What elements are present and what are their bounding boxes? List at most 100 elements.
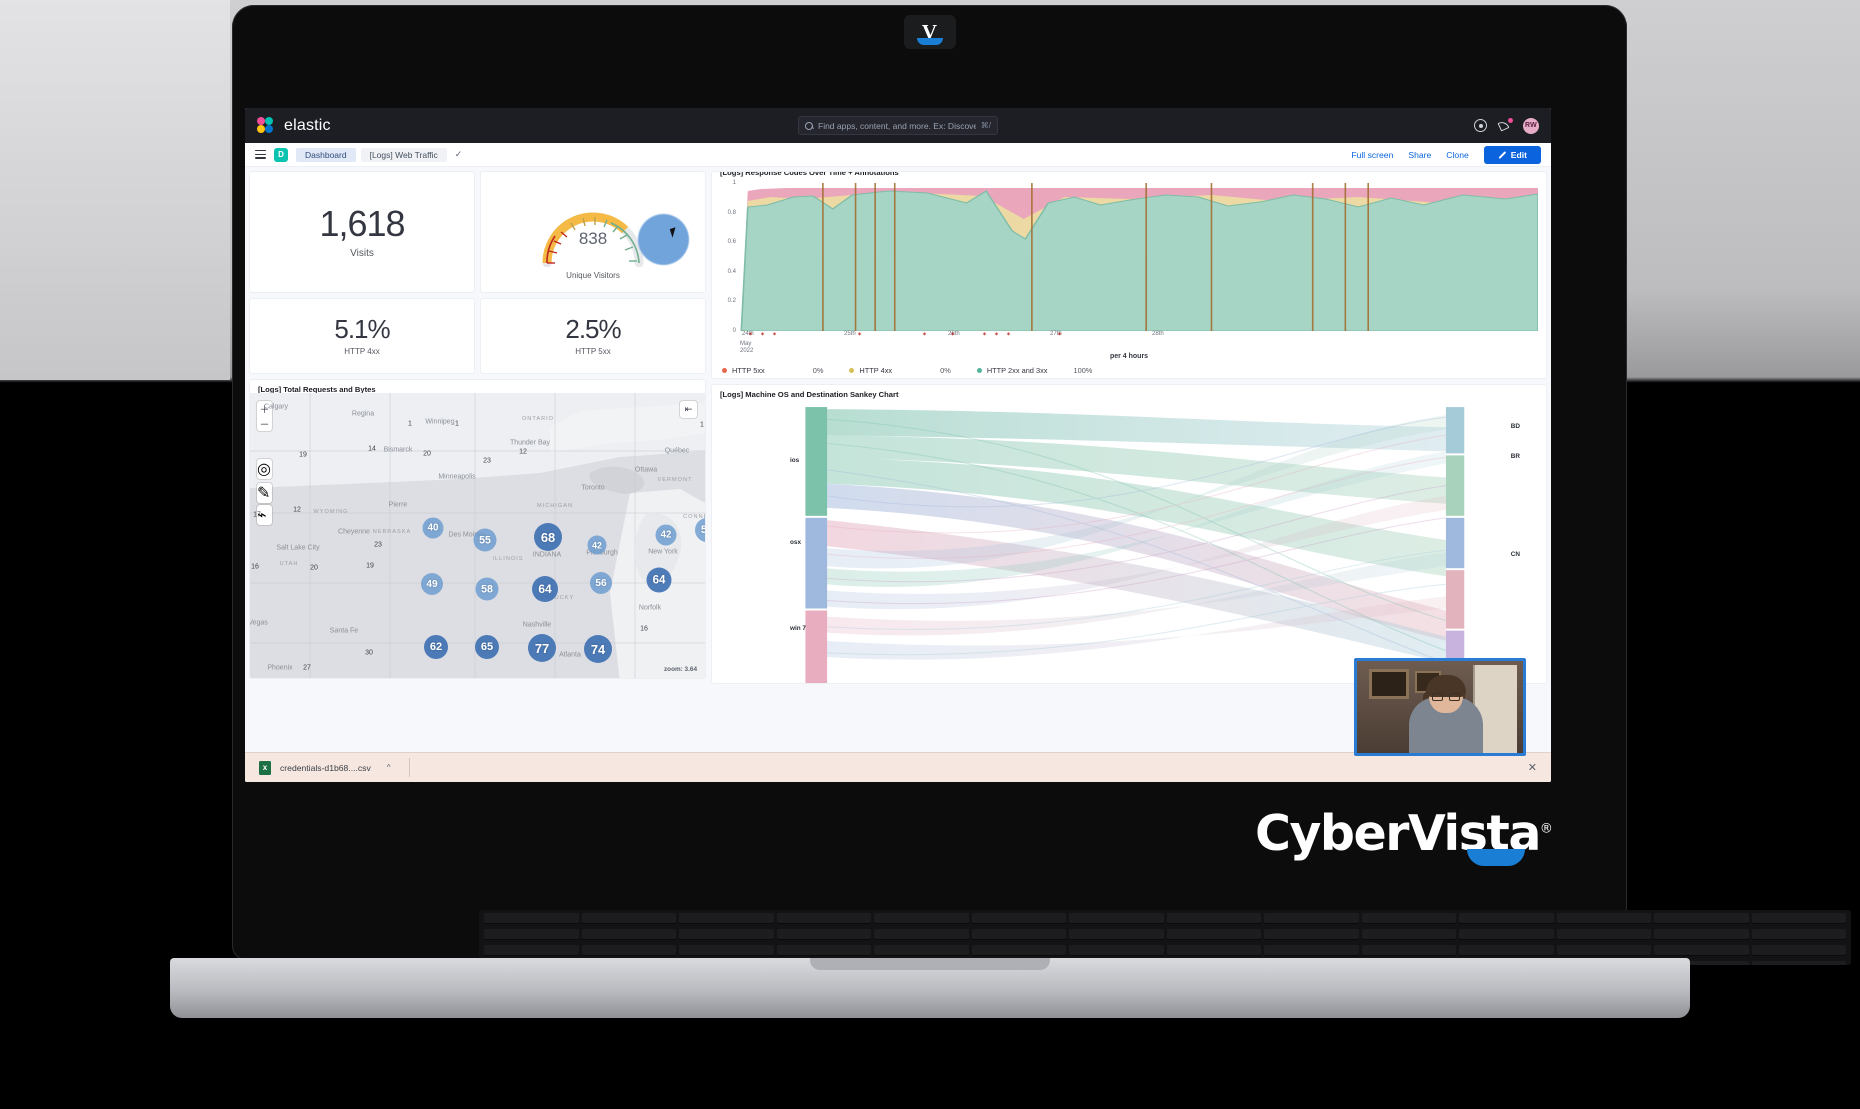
close-icon[interactable]: ✕ bbox=[1527, 762, 1537, 774]
zoom-out-icon[interactable]: － bbox=[259, 420, 270, 431]
panel-machine-os-sankey[interactable]: [Logs] Machine OS and Destination Sankey… bbox=[711, 384, 1547, 684]
map-place-label: NEBRASKA bbox=[372, 529, 412, 535]
map-place-label: CONNECTICUT bbox=[683, 514, 705, 520]
map-cluster-marker[interactable]: 64 bbox=[646, 567, 672, 593]
map-cluster-marker[interactable]: 42 bbox=[587, 535, 607, 555]
map-place-label: Calgary bbox=[263, 403, 289, 411]
legend-percent: 0% bbox=[940, 366, 951, 375]
annotation-marker-icon[interactable]: ✶ bbox=[772, 332, 778, 338]
annotation-marker-icon[interactable]: ✶ bbox=[760, 332, 766, 338]
annotation-marker-icon[interactable]: ✶ bbox=[748, 332, 754, 338]
breadcrumb-web-traffic[interactable]: [Logs] Web Traffic bbox=[360, 147, 447, 162]
map-cluster-marker[interactable]: 74 bbox=[584, 635, 612, 663]
panel-response-codes-over-time[interactable]: [Logs] Response Codes Over Time + Annota… bbox=[711, 171, 1547, 379]
kibana-top-nav: elastic Find apps, content, and more. Ex… bbox=[245, 108, 1551, 143]
area-chart-body: 1 0.8 0.6 0.4 0.2 0 bbox=[712, 180, 1546, 334]
notch-letter: V bbox=[921, 19, 938, 44]
pencil-icon bbox=[1498, 151, 1506, 159]
metrics-row-bottom: 5.1% HTTP 4xx 2.5% HTTP 5xx bbox=[249, 298, 706, 374]
click-halo-indicator bbox=[638, 214, 689, 265]
map-measure-control[interactable]: ⌁ bbox=[257, 505, 272, 525]
area-x-tick: 24th bbox=[742, 331, 754, 337]
legend-item[interactable]: HTTP 5xx bbox=[722, 366, 765, 375]
map-cluster-marker[interactable]: 55 bbox=[473, 528, 497, 552]
legend-label: HTTP 5xx bbox=[732, 366, 765, 375]
laptop-device: V elastic Find apps, content, and more. … bbox=[232, 5, 1851, 965]
panel-visits[interactable]: 1,618 Visits bbox=[249, 171, 475, 293]
sankey-destination-label: BR bbox=[1510, 453, 1520, 460]
cybervista-logo: CyberVista® bbox=[1255, 805, 1553, 866]
annotation-marker-icon[interactable]: ✶ bbox=[982, 332, 988, 338]
draw-shape-icon[interactable]: ✎ bbox=[257, 485, 271, 502]
download-file-name[interactable]: credentials-d1b68....csv bbox=[280, 762, 371, 773]
map-count-label: 14 bbox=[368, 445, 376, 453]
share-button[interactable]: Share bbox=[1408, 149, 1432, 160]
map-fit-control[interactable]: ◎ bbox=[257, 459, 272, 479]
legend-item[interactable]: HTTP 4xx bbox=[849, 366, 892, 375]
webcam-pip[interactable] bbox=[1354, 658, 1526, 756]
area-chart-x-axis: May 2022 24th 25th 26th 27th 28th ✶ ✶ ✶ ✶ ✶ ✶ ✶ ✶ ✶ ✶ bbox=[712, 331, 1546, 357]
map-cluster-marker[interactable]: 62 bbox=[424, 635, 448, 659]
map-place-label: WYOMING bbox=[313, 509, 349, 515]
map-legend-toggle[interactable]: ⇤ bbox=[680, 401, 697, 418]
panel-http-4xx[interactable]: 5.1% HTTP 4xx bbox=[249, 298, 475, 374]
map-place-label: ONTARIO bbox=[521, 416, 555, 422]
map-cluster-marker[interactable]: 58 bbox=[475, 577, 499, 601]
area-y-tick: 0.6 bbox=[727, 239, 736, 246]
panel-http-5xx[interactable]: 2.5% HTTP 5xx bbox=[480, 298, 706, 374]
map-place-label: Bismarck bbox=[383, 446, 413, 454]
full-screen-button[interactable]: Full screen bbox=[1351, 149, 1394, 160]
map-cluster-marker[interactable]: 49 bbox=[421, 573, 443, 595]
http-5xx-value: 2.5% bbox=[565, 313, 621, 344]
clone-button[interactable]: Clone bbox=[1446, 149, 1469, 160]
map-cluster-marker[interactable]: 68 bbox=[534, 523, 562, 551]
legend-percent: 100% bbox=[1073, 366, 1093, 375]
map-count-label: 20 bbox=[423, 450, 431, 458]
sankey-body: 1,6001,4001,2001,000 bbox=[712, 399, 1546, 683]
megaphone-icon[interactable] bbox=[1497, 117, 1513, 133]
area-chart-svg bbox=[738, 183, 1539, 332]
map-cluster-marker[interactable]: 57 bbox=[695, 518, 705, 542]
notification-dot bbox=[1508, 117, 1513, 123]
help-icon[interactable] bbox=[1474, 119, 1487, 132]
map-cluster-marker[interactable]: 40 bbox=[422, 517, 444, 539]
map-place-label: Thunder Bay bbox=[509, 439, 551, 447]
map-place-label: Santa Fe bbox=[329, 627, 359, 635]
map-count-label: 23 bbox=[483, 457, 491, 465]
space-badge[interactable]: D bbox=[274, 147, 288, 162]
annotation-marker-icon[interactable]: ✶ bbox=[857, 332, 863, 338]
map-panel-title: [Logs] Total Requests and Bytes bbox=[258, 385, 376, 394]
global-search-input[interactable]: Find apps, content, and more. Ex: Discov… bbox=[798, 116, 998, 135]
edit-button[interactable]: Edit bbox=[1483, 145, 1541, 164]
breadcrumb-dashboard[interactable]: Dashboard bbox=[296, 147, 356, 162]
legend-item[interactable]: HTTP 2xx and 3xx bbox=[976, 366, 1047, 375]
area-x-tick: 26th bbox=[948, 331, 960, 337]
map-cluster-marker[interactable]: 56 bbox=[590, 572, 612, 594]
map-count-label: 16 bbox=[640, 625, 648, 633]
zoom-in-icon[interactable]: ＋ bbox=[259, 405, 270, 416]
cybervista-swoosh-icon bbox=[1467, 849, 1525, 866]
panel-unique-visitors[interactable]: 838 Unique Visitors bbox=[480, 171, 706, 293]
annotation-marker-icon[interactable]: ✶ bbox=[1006, 332, 1012, 338]
map-cluster-marker[interactable]: 65 bbox=[475, 635, 499, 659]
map-canvas[interactable]: ＋ － ◎ ✎ ⌁ ⇤ zoom: 3.64 Calgary Regina Winn… bbox=[250, 393, 705, 678]
map-cluster-marker[interactable]: 42 bbox=[655, 524, 677, 546]
map-count-label: 12 bbox=[293, 506, 301, 514]
elastic-logo-icon bbox=[257, 117, 274, 134]
measure-icon[interactable]: ⌁ bbox=[257, 507, 267, 524]
map-zoom-controls[interactable]: ＋ － bbox=[257, 401, 272, 431]
annotation-marker-icon[interactable]: ✶ bbox=[994, 332, 1000, 338]
map-draw-control[interactable]: ✎ bbox=[257, 483, 272, 503]
search-shortcut-hint: ⌘/ bbox=[980, 121, 991, 130]
map-count-label: 16 bbox=[251, 563, 259, 571]
annotation-marker-icon[interactable]: ✶ bbox=[922, 332, 928, 338]
panel-total-requests-and-bytes[interactable]: [Logs] Total Requests and Bytes bbox=[249, 379, 706, 679]
fit-to-data-icon[interactable]: ◎ bbox=[257, 461, 271, 478]
annotation-marker-icon[interactable]: ✶ bbox=[1057, 332, 1063, 338]
chevron-up-icon[interactable]: ^ bbox=[386, 763, 391, 772]
annotation-marker-icon[interactable]: ✶ bbox=[950, 332, 956, 338]
avatar[interactable]: RW bbox=[1523, 117, 1539, 134]
menu-icon[interactable] bbox=[255, 150, 266, 159]
map-cluster-marker[interactable]: 77 bbox=[528, 634, 556, 662]
map-cluster-marker[interactable]: 64 bbox=[532, 576, 558, 602]
